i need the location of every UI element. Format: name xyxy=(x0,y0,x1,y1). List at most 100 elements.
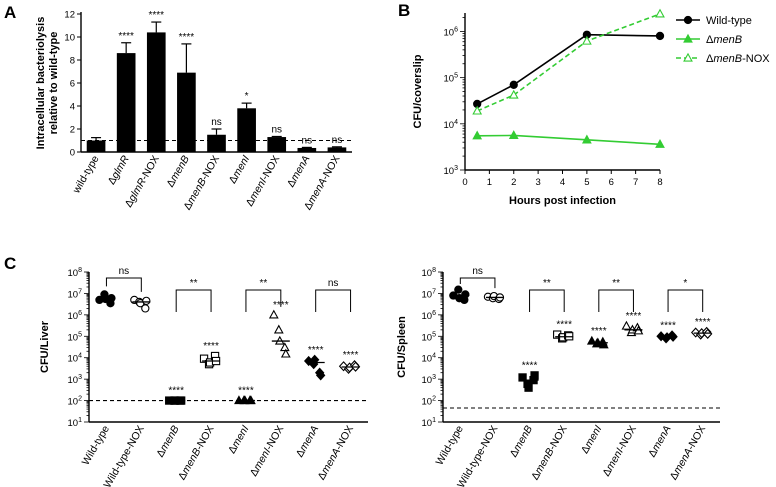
data-point xyxy=(524,383,533,392)
y-tick-label: 104 xyxy=(422,353,437,365)
tick-base: 10 xyxy=(68,397,79,408)
data-point xyxy=(581,35,592,45)
tick-base: 10 xyxy=(68,311,79,322)
label-part: Wild-type xyxy=(706,15,752,27)
tick-exponent: 1 xyxy=(432,417,436,424)
category-label: Wild-type xyxy=(80,423,112,467)
y-tick-label: 108 xyxy=(68,267,83,279)
data-point xyxy=(509,80,518,89)
data-point xyxy=(655,8,665,18)
data-point xyxy=(472,130,483,140)
panel-label-b: B xyxy=(398,1,410,20)
tick-exponent: 8 xyxy=(432,267,436,274)
y-tick-label: 4 xyxy=(70,102,75,113)
data-point xyxy=(581,134,592,144)
label-part: menA xyxy=(288,154,312,184)
x-tick-label: 1 xyxy=(487,177,492,188)
significance-label: **** xyxy=(522,360,538,371)
category-label: ΔmenB-NOX xyxy=(176,424,217,483)
data-point xyxy=(598,339,609,349)
data-point xyxy=(702,328,713,339)
category-label: ΔmenI xyxy=(579,423,605,455)
tick-base: 10 xyxy=(422,289,433,300)
y-tick-label: 107 xyxy=(422,288,437,300)
bar xyxy=(297,147,317,152)
label-part: Δ xyxy=(706,53,714,65)
tick-exponent: 4 xyxy=(454,119,458,126)
bar xyxy=(177,72,196,152)
category-label: ΔglmR xyxy=(106,153,132,187)
y-tick-label: 101 xyxy=(422,417,437,429)
comparison-label: ** xyxy=(612,278,620,289)
category-label: ΔmenB xyxy=(508,424,536,460)
significance-label: * xyxy=(245,91,249,102)
tick-exponent: 8 xyxy=(78,267,82,274)
bar xyxy=(327,147,347,152)
category-label: ΔmenI xyxy=(226,423,252,455)
tick-base: 10 xyxy=(422,311,433,322)
y-tick-label: 106 xyxy=(422,310,437,322)
legend-marker xyxy=(683,52,693,62)
y-tick-label: 104 xyxy=(68,353,83,365)
panel-c-spleen-scatter: 101102103104105106107108CFU/SpleenWild-t… xyxy=(396,266,720,487)
x-tick-label: 4 xyxy=(560,177,565,188)
label-part: -NOX xyxy=(263,424,287,453)
significance-label: **** xyxy=(179,32,195,43)
significance-label: ns xyxy=(271,124,282,135)
data-point xyxy=(655,31,665,41)
tick-base: 10 xyxy=(422,268,433,279)
data-point xyxy=(508,130,519,140)
significance-label: ns xyxy=(211,117,222,128)
x-tick-label: 3 xyxy=(535,177,540,188)
legend-label: Wild-type xyxy=(706,15,752,27)
x-tick-label: 5 xyxy=(584,177,589,188)
label-part: menI xyxy=(582,423,604,449)
y-tick-label: 103 xyxy=(444,165,459,177)
y-tick-label: 0 xyxy=(70,148,75,159)
y-tick-label: 105 xyxy=(422,331,437,343)
tick-exponent: 6 xyxy=(432,310,436,317)
label-part: -NOX xyxy=(199,154,223,183)
legend-label: ΔmenB-NOX xyxy=(706,53,770,65)
label-part: menA xyxy=(297,424,321,454)
label-part: menI xyxy=(230,153,252,179)
label-part: -NOX xyxy=(259,154,283,183)
tick-base: 10 xyxy=(422,354,433,365)
tick-exponent: 7 xyxy=(432,288,436,295)
comparison-bracket xyxy=(459,277,496,289)
label-part: menI xyxy=(229,423,251,449)
significance-label: **** xyxy=(118,31,134,42)
bar xyxy=(86,140,106,152)
legend-marker xyxy=(683,15,693,25)
data-point xyxy=(268,309,279,319)
label-part: Wild-type xyxy=(80,423,112,467)
significance-label: **** xyxy=(626,311,642,322)
y-tick-label: 107 xyxy=(68,288,83,300)
tick-exponent: 7 xyxy=(78,288,82,295)
x-tick-label: 6 xyxy=(609,177,614,188)
significance-label: **** xyxy=(308,345,324,356)
tick-base: 10 xyxy=(422,375,433,386)
y-tick-label: 103 xyxy=(68,374,83,386)
data-point xyxy=(280,348,291,358)
significance-label: **** xyxy=(203,341,219,352)
tick-exponent: 4 xyxy=(78,353,82,360)
label-part: menB xyxy=(713,53,742,65)
category-label: ΔmenB xyxy=(154,424,182,460)
y-tick-label: 10 xyxy=(64,33,75,44)
y-tick-label: 12 xyxy=(64,10,75,21)
y-axis-title: Intracellular bacteriolysisrelative to w… xyxy=(35,17,60,150)
comparison-label: ns xyxy=(119,266,130,277)
y-tick-label: 8 xyxy=(70,56,75,67)
label-part: Wild-type xyxy=(434,423,466,467)
comparison-label: ** xyxy=(190,278,198,289)
comparison-label: ns xyxy=(328,278,339,289)
y-tick-label: 105 xyxy=(68,331,83,343)
label-part: -NOX xyxy=(616,424,640,453)
x-axis-title: Hours post infection xyxy=(509,195,616,207)
tick-base: 10 xyxy=(422,418,433,429)
data-point xyxy=(655,139,665,148)
tick-exponent: 3 xyxy=(432,374,436,381)
category-label: ΔmenI-NOX xyxy=(600,424,639,479)
